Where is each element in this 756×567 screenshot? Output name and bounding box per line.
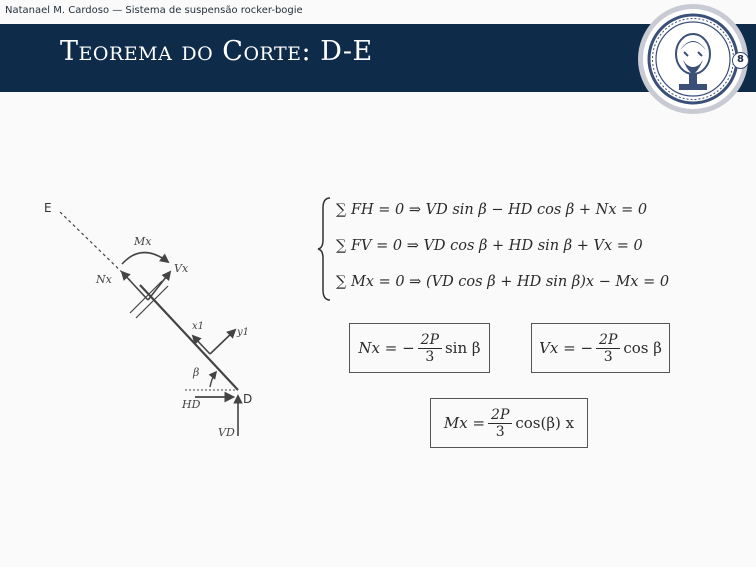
normal-force-arrow (120, 270, 149, 301)
mx-fraction: 2P 3 (488, 407, 513, 440)
label-nx: Nx (95, 273, 113, 286)
free-body-diagram: E D Mx Vx Nx x1 y1 β HD VD (44, 201, 252, 439)
y1-axis-arrow (209, 328, 237, 355)
vx-lhs: Vx = − (539, 339, 594, 357)
mx-denominator: 3 (495, 423, 505, 440)
label-vd: VD (218, 426, 235, 439)
label-vx: Vx (174, 262, 189, 275)
moment-arrow (121, 251, 170, 265)
mx-lhs: Mx = (443, 414, 486, 432)
label-hd: HD (181, 398, 201, 411)
label-mx: Mx (133, 235, 152, 248)
mx-rhs: cos(β) x (515, 414, 575, 432)
cut-line-2 (135, 285, 169, 319)
vx-rhs: cos β (623, 339, 662, 357)
page-number: 8 (732, 52, 749, 69)
left-brace-icon (317, 197, 331, 301)
dashed-member-line (59, 211, 131, 281)
label-e: E (44, 201, 52, 215)
equilibrium-equations: ∑ FH = 0 ⇒ VD sin β − HD cos β + Nx = 0 … (316, 196, 736, 302)
result-nx-box: Nx = − 2P 3 sin β (349, 323, 490, 373)
label-y1: y1 (236, 327, 249, 338)
equation-sum-fv: ∑ FV = 0 ⇒ VD cos β + HD sin β + Vx = 0 (336, 238, 643, 254)
nx-lhs: Nx = − (358, 339, 415, 357)
header-strip: Natanael M. Cardoso — Sistema de suspens… (0, 0, 756, 24)
equation-sum-fh: ∑ FH = 0 ⇒ VD sin β − HD cos β + Nx = 0 (336, 202, 648, 218)
author-line: Natanael M. Cardoso — Sistema de suspens… (5, 5, 303, 16)
mx-numerator: 2P (488, 407, 513, 424)
equation-sum-mx: ∑ Mx = 0 ⇒ (VD cos β + HD sin β)x − Mx =… (336, 274, 670, 290)
result-vx-box: Vx = − 2P 3 cos β (531, 323, 670, 373)
x1-axis-arrow (191, 334, 211, 355)
vx-denominator: 3 (603, 348, 613, 365)
nx-fraction: 2P 3 (417, 332, 442, 365)
university-seal-icon (638, 4, 748, 114)
label-x1: x1 (192, 321, 204, 332)
vx-numerator: 2P (596, 332, 621, 349)
nx-numerator: 2P (417, 332, 442, 349)
slide-title: Teorema do Corte: D-E (60, 36, 373, 67)
beta-angle-arc (208, 370, 218, 388)
title-bar: Teorema do Corte: D-E (0, 24, 756, 92)
nx-denominator: 3 (425, 348, 435, 365)
result-mx-box: Mx = 2P 3 cos(β) x (430, 398, 588, 448)
shear-force-arrow (147, 270, 172, 301)
label-beta: β (192, 366, 199, 379)
member-line (139, 284, 239, 391)
label-d: D (243, 392, 252, 406)
vx-fraction: 2P 3 (596, 332, 621, 365)
nx-rhs: sin β (444, 339, 481, 357)
